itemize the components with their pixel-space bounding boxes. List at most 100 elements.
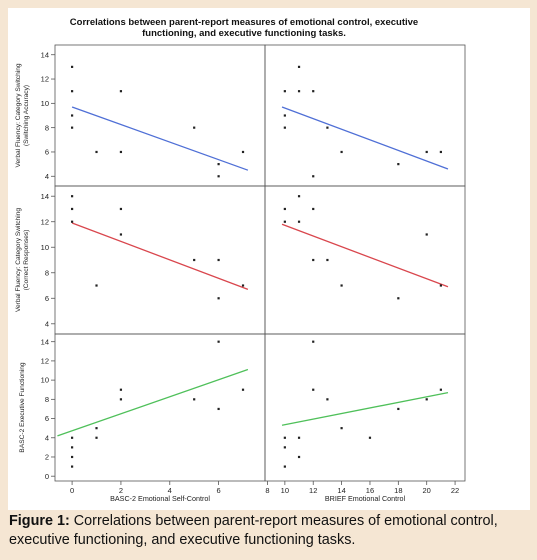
panel-frame — [264, 333, 466, 482]
data-point — [397, 407, 400, 411]
plot-background — [8, 8, 530, 510]
x-axis-label: BRIEF Emotional Control — [325, 494, 406, 503]
data-point — [70, 436, 74, 439]
data-point — [217, 258, 220, 262]
data-point — [119, 150, 123, 154]
data-point — [70, 446, 74, 449]
y-axis-label: BASC-2 Executive Functioning — [19, 362, 26, 452]
data-point — [241, 150, 245, 154]
data-point — [283, 114, 286, 117]
data-point — [297, 90, 301, 93]
data-point — [95, 150, 98, 154]
data-point — [368, 436, 372, 439]
data-point — [193, 398, 196, 401]
data-point — [312, 388, 315, 391]
chart-title-line-2: functioning, and executive functioning t… — [142, 28, 346, 39]
data-point — [217, 175, 220, 178]
y-tick-label: 12 — [41, 357, 49, 366]
data-point — [326, 126, 329, 129]
y-tick-label: 12 — [41, 217, 49, 226]
data-point — [70, 65, 74, 68]
x-tick-label: 10 — [281, 486, 289, 495]
data-point — [70, 114, 74, 117]
data-point — [397, 297, 400, 300]
data-point — [70, 195, 74, 198]
y-tick-label: 14 — [41, 337, 49, 346]
data-point — [283, 126, 286, 129]
data-point — [70, 465, 74, 468]
y-axis-label: Verbal Fluency: Category Switching — [15, 208, 22, 312]
data-point — [297, 195, 301, 198]
fit-line — [281, 106, 449, 170]
data-point — [119, 90, 123, 93]
data-point — [70, 207, 74, 211]
data-point — [326, 398, 329, 401]
y-axis-label: (Correct Responses) — [23, 230, 30, 291]
y-tick-label: 8 — [45, 123, 49, 132]
data-point — [340, 150, 343, 154]
x-tick-label: 6 — [217, 486, 221, 495]
x-tick-label: 8 — [265, 486, 269, 495]
y-tick-label: 2 — [45, 453, 49, 462]
data-point — [119, 207, 123, 211]
data-point — [439, 284, 442, 287]
data-point — [297, 455, 301, 459]
y-axis-label: (Switching Accuracy) — [23, 85, 30, 146]
y-tick-label: 0 — [45, 472, 49, 481]
fit-line — [281, 391, 449, 426]
data-point — [312, 258, 315, 262]
y-tick-label: 14 — [41, 192, 49, 201]
data-point — [283, 207, 286, 211]
x-axis-label: BASC-2 Emotional Self-Control — [110, 494, 210, 503]
fit-line — [57, 368, 249, 437]
y-tick-label: 6 — [45, 414, 49, 423]
data-point — [283, 436, 286, 439]
data-point — [439, 150, 442, 154]
y-tick-label: 6 — [45, 294, 49, 303]
y-tick-label: 12 — [41, 75, 49, 84]
data-point — [340, 427, 343, 430]
data-point — [70, 455, 74, 459]
y-tick-label: 6 — [45, 148, 49, 157]
data-point — [217, 297, 220, 300]
data-point — [297, 220, 301, 223]
x-tick-label: 14 — [337, 486, 345, 495]
data-point — [119, 388, 123, 391]
data-point — [95, 436, 98, 439]
data-point — [119, 233, 123, 236]
data-point — [193, 126, 196, 129]
data-point — [425, 150, 428, 154]
chart-title-line-1: Correlations between parent-report measu… — [70, 17, 418, 28]
data-point — [70, 90, 74, 93]
data-point — [70, 220, 74, 223]
x-tick-label: 2 — [119, 486, 123, 495]
data-point — [326, 258, 329, 262]
data-point — [119, 398, 123, 401]
y-tick-label: 8 — [45, 268, 49, 277]
data-point — [283, 465, 286, 468]
y-tick-label: 10 — [41, 243, 49, 252]
caption-text: Correlations between parent-report measu… — [9, 513, 498, 548]
data-point — [397, 163, 400, 166]
data-point — [70, 126, 74, 129]
x-tick-label: 22 — [451, 486, 459, 495]
data-point — [217, 163, 220, 166]
y-tick-label: 10 — [41, 99, 49, 108]
data-point — [439, 388, 442, 391]
y-tick-label: 10 — [41, 376, 49, 385]
data-point — [193, 258, 196, 262]
x-tick-label: 16 — [366, 486, 374, 495]
x-tick-label: 20 — [423, 486, 431, 495]
fit-line — [281, 223, 449, 288]
y-tick-label: 4 — [45, 172, 49, 181]
data-point — [425, 398, 428, 401]
caption-label: Figure 1: — [9, 513, 70, 529]
data-point — [283, 220, 286, 223]
fit-line — [71, 222, 249, 290]
data-point — [312, 175, 315, 178]
data-point — [312, 340, 315, 343]
x-tick-label: 12 — [309, 486, 317, 495]
y-tick-label: 14 — [41, 50, 49, 59]
figure-caption: Figure 1: Correlations between parent-re… — [9, 512, 531, 550]
data-point — [283, 446, 286, 449]
